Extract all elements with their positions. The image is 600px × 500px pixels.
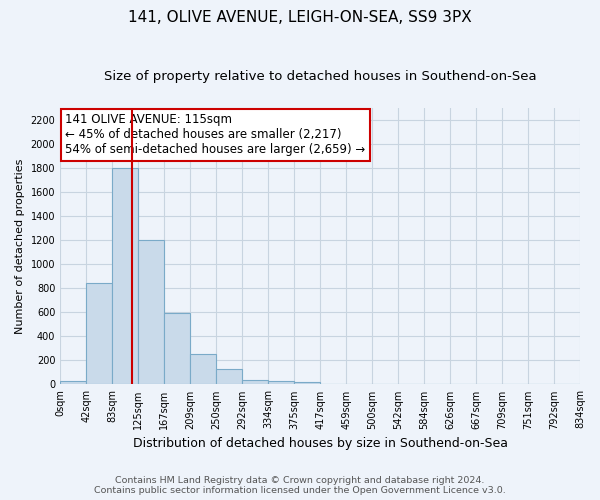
- Text: Contains HM Land Registry data © Crown copyright and database right 2024.
Contai: Contains HM Land Registry data © Crown c…: [94, 476, 506, 495]
- Text: 141 OLIVE AVENUE: 115sqm
← 45% of detached houses are smaller (2,217)
54% of sem: 141 OLIVE AVENUE: 115sqm ← 45% of detach…: [65, 114, 365, 156]
- Bar: [294, 382, 320, 384]
- Bar: [112, 168, 138, 384]
- Bar: [164, 314, 190, 384]
- Bar: [60, 382, 86, 384]
- Y-axis label: Number of detached properties: Number of detached properties: [15, 158, 25, 334]
- Bar: [190, 354, 216, 384]
- Bar: [138, 240, 164, 384]
- Bar: [216, 370, 242, 384]
- Bar: [242, 380, 268, 384]
- Text: 141, OLIVE AVENUE, LEIGH-ON-SEA, SS9 3PX: 141, OLIVE AVENUE, LEIGH-ON-SEA, SS9 3PX: [128, 10, 472, 25]
- Title: Size of property relative to detached houses in Southend-on-Sea: Size of property relative to detached ho…: [104, 70, 536, 83]
- X-axis label: Distribution of detached houses by size in Southend-on-Sea: Distribution of detached houses by size …: [133, 437, 508, 450]
- Bar: [268, 382, 294, 384]
- Bar: [86, 284, 112, 384]
